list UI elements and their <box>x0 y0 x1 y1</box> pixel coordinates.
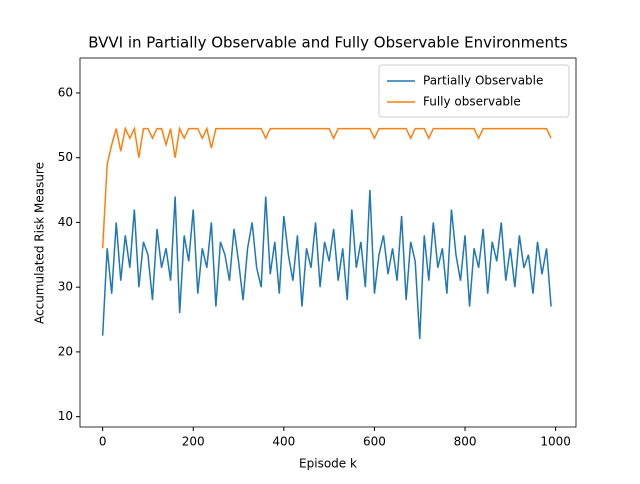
series-line <box>101 126 552 249</box>
y-tick-label: 60 <box>58 85 73 99</box>
legend-label: Partially Observable <box>423 74 543 88</box>
y-axis-label: Accumulated Risk Measure <box>33 162 47 324</box>
legend-label: Fully observable <box>423 95 521 109</box>
legend-box <box>378 64 570 118</box>
x-tick-label: 400 <box>272 435 295 449</box>
y-tick-label: 10 <box>58 409 73 423</box>
y-tick-label: 30 <box>58 280 73 294</box>
chart-title: BVVI in Partially Observable and Fully O… <box>88 34 568 52</box>
x-tick-label: 0 <box>99 435 107 449</box>
x-tick-label: 1000 <box>540 435 571 449</box>
x-tick-label: 200 <box>182 435 205 449</box>
x-tick-label: 800 <box>454 435 477 449</box>
x-axis-label: Episode k <box>299 457 357 471</box>
series-line <box>101 190 552 340</box>
y-tick-label: 20 <box>58 344 73 358</box>
y-tick-label: 40 <box>58 215 73 229</box>
plot-frame <box>79 57 577 428</box>
x-tick-label: 600 <box>363 435 386 449</box>
y-tick-label: 50 <box>58 150 73 164</box>
